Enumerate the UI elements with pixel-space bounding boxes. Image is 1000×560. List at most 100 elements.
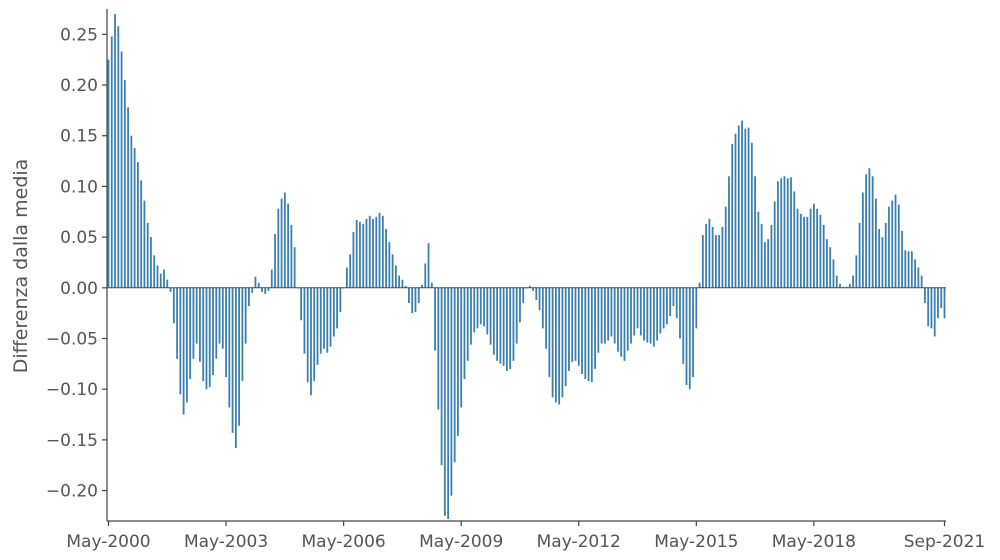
bar-247	[914, 259, 917, 288]
bar-239	[888, 206, 890, 288]
bar-229	[855, 255, 858, 288]
y-tick-label-7: −0.10	[46, 380, 98, 400]
bar-34	[218, 287, 221, 344]
bar-41	[241, 287, 244, 382]
bar-204	[773, 201, 776, 288]
bar-57	[293, 247, 296, 288]
bar-147	[587, 287, 590, 382]
y-tick-label-1: 0.20	[60, 76, 98, 96]
bar-243	[901, 231, 903, 288]
bar-104	[447, 287, 450, 519]
bar-132	[538, 287, 541, 311]
bar-164	[643, 287, 645, 341]
bar-155	[613, 287, 616, 344]
bar-66	[323, 287, 325, 349]
bar-143	[574, 287, 577, 361]
x-tick-label-4: May-2012	[537, 532, 621, 552]
bar-196	[747, 127, 750, 288]
bar-207	[783, 176, 786, 288]
bar-64	[316, 287, 319, 365]
bar-68	[329, 287, 332, 347]
bar-22	[179, 287, 182, 395]
bar-28	[199, 287, 201, 362]
bar-176	[682, 287, 685, 364]
bar-86	[388, 242, 391, 288]
bar-101	[437, 287, 440, 410]
bar-148	[590, 287, 593, 383]
bar-187	[718, 235, 721, 288]
bar-162	[636, 287, 639, 329]
x-tick-label-3: May-2009	[419, 532, 503, 552]
bar-142	[571, 287, 574, 362]
bar-33	[215, 287, 218, 359]
bar-106	[453, 287, 456, 463]
bar-157	[620, 287, 623, 357]
bar-241	[894, 194, 897, 288]
bar-53	[280, 198, 283, 288]
bar-39	[234, 287, 237, 448]
bar-194	[741, 120, 743, 288]
bar-140	[564, 287, 567, 387]
bar-97	[424, 263, 427, 288]
bar-21	[176, 287, 178, 359]
bar-11	[143, 200, 146, 288]
bar-40	[238, 287, 241, 426]
bar-88	[394, 265, 397, 288]
bar-9	[136, 162, 139, 288]
bar-214	[806, 216, 809, 288]
bar-183	[705, 223, 708, 288]
bar-122	[506, 287, 508, 371]
bar-137	[554, 287, 557, 403]
bar-167	[652, 287, 655, 347]
bar-73	[345, 267, 348, 288]
bar-94	[414, 287, 417, 313]
bar-224	[839, 283, 841, 288]
bar-252	[930, 287, 933, 329]
bar-79	[365, 218, 368, 288]
bar-54	[283, 192, 286, 288]
bar-217	[816, 208, 819, 288]
bar-63	[313, 287, 316, 382]
bar-65	[319, 287, 322, 354]
bar-103	[443, 287, 446, 516]
bar-173	[672, 287, 675, 307]
bar-150	[597, 287, 600, 353]
y-tick-label-5: 0.00	[60, 279, 98, 299]
bar-67	[326, 287, 329, 353]
bar-227	[848, 283, 851, 288]
bar-189	[724, 206, 727, 288]
bar-99	[430, 282, 433, 288]
bars-group	[107, 14, 946, 519]
bar-49	[267, 287, 270, 291]
bar-43	[248, 287, 250, 307]
bar-218	[819, 214, 822, 288]
bar-23	[182, 287, 185, 415]
bar-130	[532, 287, 534, 291]
bar-165	[646, 287, 649, 343]
bar-172	[669, 287, 672, 317]
bar-182	[701, 235, 704, 288]
bar-6	[127, 107, 129, 288]
bar-255	[940, 287, 943, 309]
bar-80	[368, 215, 371, 288]
bar-202	[767, 239, 770, 288]
bar-120	[499, 287, 502, 364]
bar-24	[185, 287, 188, 403]
bar-52	[277, 208, 280, 288]
bar-169	[659, 287, 662, 334]
bar-153	[607, 287, 610, 341]
x-tick-label-7: Sep-2021	[904, 532, 985, 552]
bar-212	[799, 213, 802, 288]
bar-200	[760, 223, 763, 288]
bar-27	[195, 287, 198, 344]
bar-118	[492, 287, 495, 355]
bar-5	[123, 79, 126, 288]
bar-240	[891, 200, 894, 288]
bar-209	[790, 177, 792, 288]
bar-225	[842, 286, 845, 288]
bar-108	[460, 287, 463, 408]
bar-195	[744, 128, 747, 288]
bar-59	[300, 287, 303, 321]
bar-85	[385, 229, 387, 288]
